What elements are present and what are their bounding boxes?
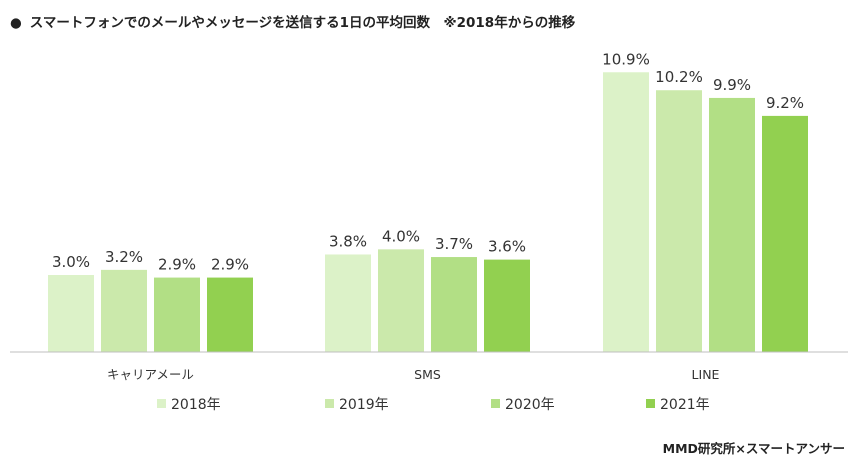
value-label-2-2: 9.9% — [713, 76, 751, 94]
bar-2-0 — [603, 72, 649, 352]
value-label-0-3: 2.9% — [211, 256, 249, 274]
source-credit: MMD研究所×スマートアンサー — [662, 441, 845, 456]
category-label-2: LINE — [692, 367, 720, 382]
legend: 2018年 2019年 2020年 2021年 — [157, 397, 710, 413]
bars-group — [48, 72, 808, 353]
title-bullet: ● — [10, 15, 22, 31]
value-label-1-1: 4.0% — [382, 227, 420, 245]
legend-swatch-1 — [325, 399, 334, 408]
bar-1-3 — [484, 259, 530, 352]
bar-2-3 — [762, 115, 808, 353]
value-label-2-1: 10.2% — [655, 68, 703, 86]
legend-swatch-0 — [157, 399, 166, 408]
value-label-0-1: 3.2% — [105, 248, 143, 266]
legend-label-0: 2018年 — [171, 397, 221, 413]
category-labels-group: キャリアメール SMS LINE — [107, 367, 719, 382]
value-label-1-2: 3.7% — [435, 235, 473, 253]
bar-1-0 — [325, 254, 371, 352]
bar-0-0 — [48, 275, 94, 352]
category-label-0: キャリアメール — [107, 367, 194, 382]
bar-1-2 — [431, 257, 477, 352]
bar-0-2 — [154, 277, 200, 352]
legend-label-2: 2020年 — [505, 397, 555, 413]
value-label-1-3: 3.6% — [488, 238, 526, 256]
value-label-0-2: 2.9% — [158, 256, 196, 274]
value-label-0-0: 3.0% — [52, 253, 90, 271]
value-labels-group: 3.0% 3.2% 2.9% 2.9% 3.8% 4.0% 3.7% 3.6% 10.9% 10.… — [52, 50, 804, 273]
legend-swatch-3 — [646, 399, 655, 408]
bar-1-1 — [378, 249, 424, 352]
bar-2-1 — [656, 90, 702, 352]
chart-title-text: スマートフォンでのメールやメッセージを送信する1日の平均回数 ※2018年からの… — [29, 15, 576, 31]
category-label-1: SMS — [414, 367, 441, 382]
value-label-2-0: 10.9% — [602, 50, 650, 68]
bar-0-3 — [207, 277, 253, 352]
bar-2-2 — [709, 97, 755, 353]
value-label-1-0: 3.8% — [329, 232, 367, 250]
chart-title: ● スマートフォンでのメールやメッセージを送信する1日の平均回数 ※2018年から… — [10, 11, 575, 31]
bar-0-1 — [101, 269, 147, 352]
legend-label-3: 2021年 — [660, 397, 710, 413]
value-label-2-3: 9.2% — [766, 94, 804, 112]
legend-label-1: 2019年 — [339, 397, 389, 413]
legend-swatch-2 — [491, 399, 500, 408]
